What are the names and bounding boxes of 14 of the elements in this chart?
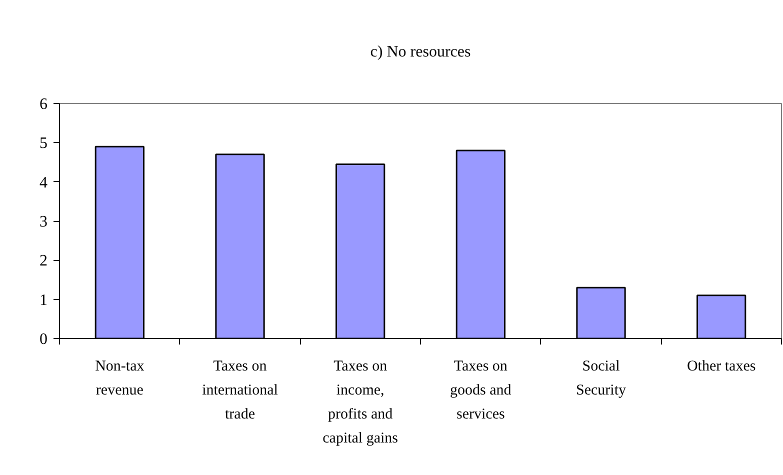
y-tick-label: 2 [40,252,48,270]
x-tick-label: Non-tax revenue [95,358,145,398]
x-tick-label: Other taxes [686,358,756,374]
y-tick-label: 3 [40,214,48,230]
chart-title: c) No resources [370,44,471,60]
y-tick-label: 5 [40,135,48,152]
y-tick-label: 1 [40,292,48,309]
y-tick-label: 4 [40,174,48,192]
x-tick-label: Taxes on international trade [202,358,278,422]
x-tick-label: Taxes on goods and services [450,358,512,422]
x-tick-label: Taxes on income, profits and capital gains [322,358,398,446]
y-tick-label: 6 [40,96,48,113]
y-tick-label: 0 [40,331,48,348]
x-tick-label: Social Security [576,358,626,398]
